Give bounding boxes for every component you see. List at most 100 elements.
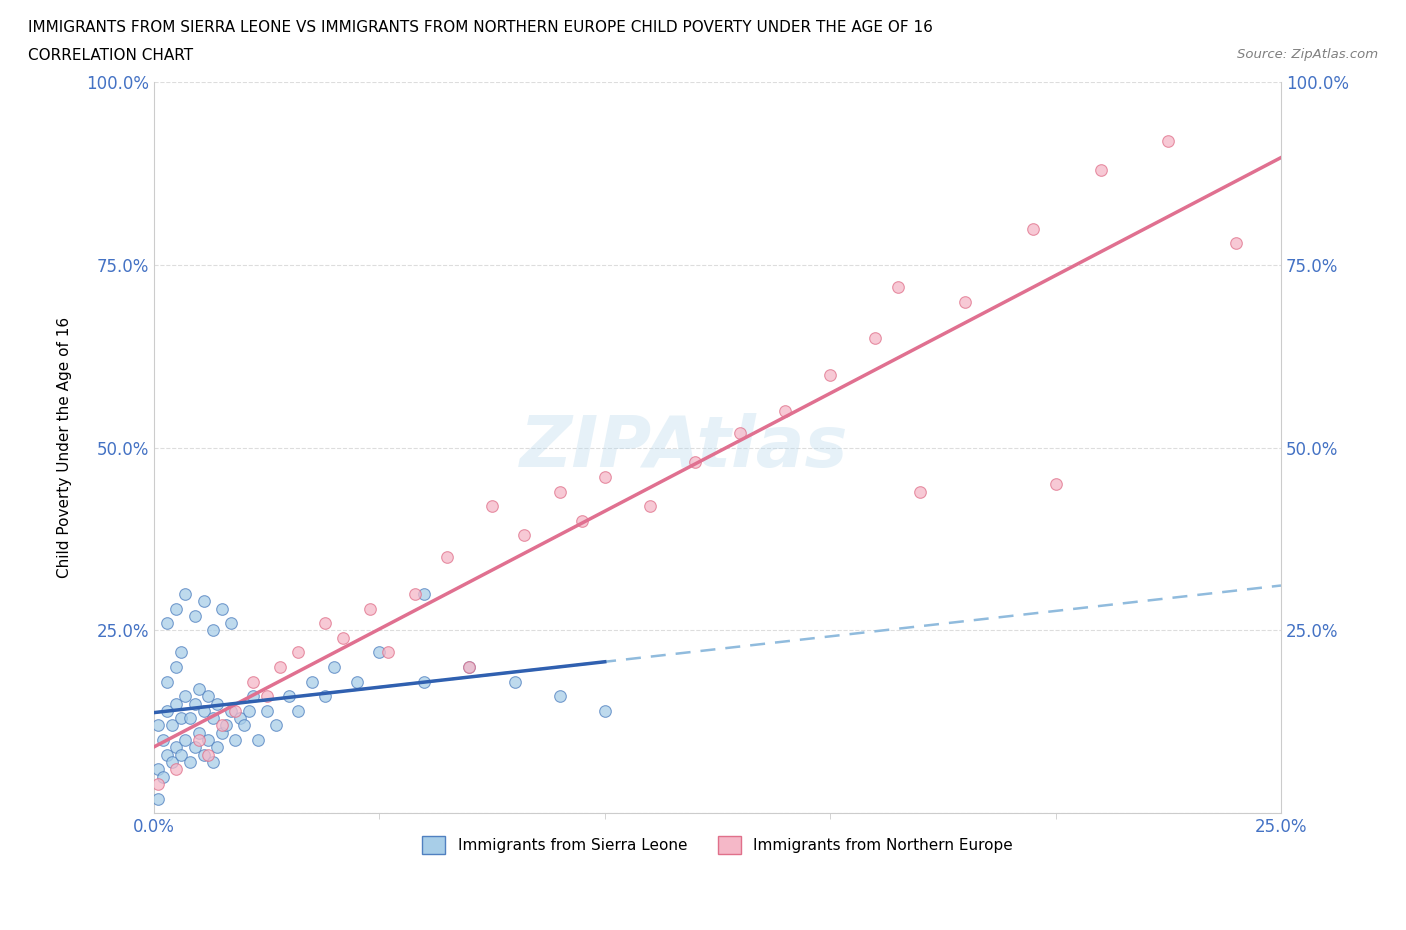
Point xyxy=(201,711,224,725)
Point xyxy=(166,740,188,755)
Point xyxy=(201,623,224,638)
Point xyxy=(1022,221,1045,236)
Point xyxy=(256,689,278,704)
Point xyxy=(910,485,932,499)
Point xyxy=(955,294,977,309)
Point xyxy=(201,754,224,769)
Point xyxy=(219,616,242,631)
Point xyxy=(593,470,616,485)
Point xyxy=(193,593,215,608)
Point xyxy=(197,747,219,762)
Point xyxy=(174,587,197,602)
Point xyxy=(238,703,260,718)
Point xyxy=(503,674,526,689)
Point xyxy=(323,659,346,674)
Point xyxy=(887,280,910,295)
Point xyxy=(152,769,174,784)
Point xyxy=(314,689,336,704)
Point xyxy=(166,696,188,711)
Point xyxy=(863,331,886,346)
Point xyxy=(166,601,188,616)
Point xyxy=(242,689,264,704)
Point xyxy=(211,718,233,733)
Point xyxy=(193,703,215,718)
Point xyxy=(197,733,219,748)
Legend: Immigrants from Sierra Leone, Immigrants from Northern Europe: Immigrants from Sierra Leone, Immigrants… xyxy=(416,830,1018,860)
Point xyxy=(148,791,170,806)
Text: CORRELATION CHART: CORRELATION CHART xyxy=(28,48,193,63)
Point xyxy=(183,696,205,711)
Point xyxy=(156,747,179,762)
Point xyxy=(242,674,264,689)
Point xyxy=(174,733,197,748)
Text: Source: ZipAtlas.com: Source: ZipAtlas.com xyxy=(1237,48,1378,61)
Point xyxy=(728,426,751,441)
Point xyxy=(368,644,391,659)
Point xyxy=(683,455,706,470)
Point xyxy=(264,718,287,733)
Point xyxy=(346,674,368,689)
Point xyxy=(287,644,309,659)
Point xyxy=(193,747,215,762)
Point xyxy=(246,733,269,748)
Point xyxy=(211,725,233,740)
Point xyxy=(233,718,256,733)
Point xyxy=(188,725,211,740)
Point xyxy=(179,711,201,725)
Point xyxy=(174,689,197,704)
Point xyxy=(512,528,534,543)
Point xyxy=(156,674,179,689)
Point xyxy=(166,659,188,674)
Point xyxy=(1157,134,1180,149)
Point xyxy=(148,762,170,777)
Point xyxy=(413,674,436,689)
Point xyxy=(179,754,201,769)
Point xyxy=(170,711,193,725)
Point xyxy=(197,689,219,704)
Point xyxy=(156,703,179,718)
Point xyxy=(224,733,246,748)
Point xyxy=(205,696,228,711)
Point xyxy=(287,703,309,718)
Point xyxy=(436,550,458,565)
Point xyxy=(148,718,170,733)
Point xyxy=(166,762,188,777)
Point xyxy=(593,703,616,718)
Point xyxy=(413,587,436,602)
Point xyxy=(256,703,278,718)
Point xyxy=(332,631,354,645)
Point xyxy=(170,644,193,659)
Point xyxy=(773,404,796,418)
Point xyxy=(205,740,228,755)
Text: ZIPAtlas: ZIPAtlas xyxy=(519,413,848,483)
Point xyxy=(548,485,571,499)
Point xyxy=(359,601,381,616)
Point xyxy=(1045,477,1067,492)
Point xyxy=(188,682,211,697)
Point xyxy=(224,703,246,718)
Point xyxy=(188,733,211,748)
Point xyxy=(170,747,193,762)
Point xyxy=(818,367,841,382)
Point xyxy=(1090,163,1112,178)
Point xyxy=(548,689,571,704)
Point xyxy=(481,498,503,513)
Point xyxy=(160,718,183,733)
Point xyxy=(269,659,291,674)
Point xyxy=(301,674,323,689)
Text: IMMIGRANTS FROM SIERRA LEONE VS IMMIGRANTS FROM NORTHERN EUROPE CHILD POVERTY UN: IMMIGRANTS FROM SIERRA LEONE VS IMMIGRAN… xyxy=(28,20,934,35)
Point xyxy=(211,601,233,616)
Point xyxy=(152,733,174,748)
Point xyxy=(160,754,183,769)
Point xyxy=(183,740,205,755)
Point xyxy=(215,718,238,733)
Point xyxy=(458,659,481,674)
Point xyxy=(156,616,179,631)
Y-axis label: Child Poverty Under the Age of 16: Child Poverty Under the Age of 16 xyxy=(58,317,72,578)
Point xyxy=(377,644,399,659)
Point xyxy=(314,616,336,631)
Point xyxy=(1225,236,1247,251)
Point xyxy=(638,498,661,513)
Point xyxy=(219,703,242,718)
Point xyxy=(458,659,481,674)
